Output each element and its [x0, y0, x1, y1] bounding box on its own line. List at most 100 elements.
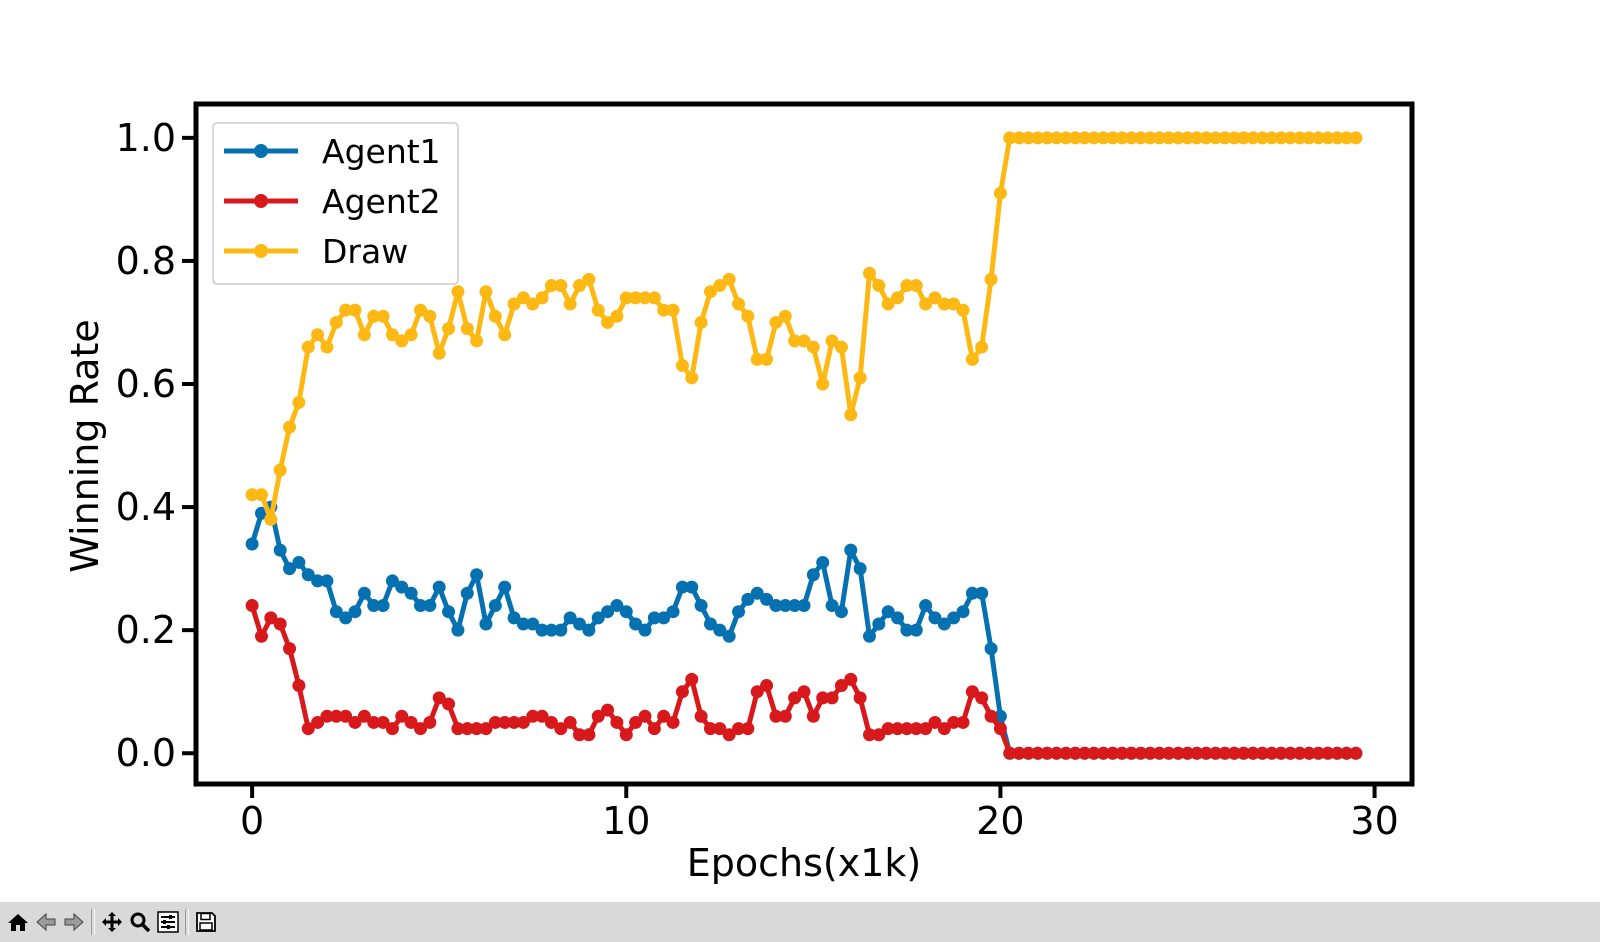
- data-point: [919, 722, 933, 736]
- data-point: [984, 272, 998, 286]
- data-point: [498, 715, 512, 729]
- data-point: [732, 605, 746, 619]
- data-point: [797, 599, 811, 613]
- data-point: [432, 691, 446, 705]
- data-point: [488, 309, 502, 323]
- data-point: [1162, 131, 1176, 145]
- data-point: [834, 340, 848, 354]
- data-point: [442, 322, 456, 336]
- data-point: [1003, 746, 1017, 760]
- data-point: [1199, 746, 1213, 760]
- data-point: [301, 568, 315, 582]
- data-point: [1237, 131, 1251, 145]
- data-point: [367, 715, 381, 729]
- data-point: [881, 722, 895, 736]
- data-point: [769, 315, 783, 329]
- data-point: [891, 611, 905, 625]
- zoom-button[interactable]: [126, 908, 154, 936]
- data-point: [956, 715, 970, 729]
- data-point: [1106, 131, 1120, 145]
- data-point: [357, 586, 371, 600]
- data-point: [507, 611, 521, 625]
- home-button[interactable]: [4, 908, 32, 936]
- data-point: [1068, 746, 1082, 760]
- data-point: [732, 722, 746, 736]
- data-point: [619, 728, 633, 742]
- x-tick-label: 10: [602, 799, 650, 843]
- data-point: [769, 599, 783, 613]
- data-point: [1078, 746, 1092, 760]
- legend-entry-agent1: Agent1: [224, 132, 441, 171]
- data-point: [301, 340, 315, 354]
- data-point: [507, 715, 521, 729]
- data-point: [741, 592, 755, 606]
- data-point: [1003, 131, 1017, 145]
- data-point: [1330, 131, 1344, 145]
- data-point: [694, 599, 708, 613]
- data-point: [591, 303, 605, 317]
- data-point: [470, 334, 484, 348]
- data-point: [834, 605, 848, 619]
- data-point: [1031, 746, 1045, 760]
- data-point: [872, 617, 886, 631]
- data-point: [339, 709, 353, 723]
- data-point: [760, 352, 774, 366]
- configure-subplots-button[interactable]: [154, 908, 182, 936]
- data-point: [647, 291, 661, 305]
- pan-move-icon: [101, 911, 123, 933]
- data-point: [1283, 746, 1297, 760]
- data-point: [919, 599, 933, 613]
- data-point: [573, 617, 587, 631]
- back-button[interactable]: [32, 908, 60, 936]
- data-point: [1096, 131, 1110, 145]
- series-layer: [245, 131, 1363, 760]
- data-point: [451, 722, 465, 736]
- data-point: [516, 617, 530, 631]
- data-point: [1068, 131, 1082, 145]
- data-point: [1162, 746, 1176, 760]
- data-point: [348, 715, 362, 729]
- forward-button[interactable]: [60, 908, 88, 936]
- data-point: [470, 568, 484, 582]
- data-point: [348, 303, 362, 317]
- data-point: [1340, 131, 1354, 145]
- data-point: [451, 623, 465, 637]
- data-point: [722, 629, 736, 643]
- data-point: [619, 605, 633, 619]
- legend: Agent1 Agent2 Draw: [212, 122, 459, 285]
- save-button[interactable]: [192, 908, 220, 936]
- data-point: [900, 623, 914, 637]
- pan-button[interactable]: [98, 908, 126, 936]
- data-point: [526, 617, 540, 631]
- y-axis-label: Winning Rate: [63, 319, 107, 572]
- data-point: [1171, 131, 1185, 145]
- data-point: [1078, 131, 1092, 145]
- data-point: [610, 715, 624, 729]
- data-point: [1218, 131, 1232, 145]
- legend-marker: [254, 194, 268, 208]
- data-point: [573, 728, 587, 742]
- legend-entries: Agent1 Agent2 Draw: [224, 132, 441, 271]
- data-point: [460, 722, 474, 736]
- y-tick-label: 0.0: [116, 731, 176, 775]
- data-point: [413, 722, 427, 736]
- data-point: [778, 709, 792, 723]
- data-point: [479, 722, 493, 736]
- legend-marker: [254, 244, 268, 258]
- data-point: [685, 371, 699, 385]
- data-point: [619, 291, 633, 305]
- data-point: [722, 272, 736, 286]
- data-point: [245, 488, 259, 502]
- data-point: [937, 722, 951, 736]
- data-point: [685, 672, 699, 686]
- data-point: [1143, 131, 1157, 145]
- data-point: [788, 599, 802, 613]
- data-point: [993, 186, 1007, 200]
- data-point: [1087, 131, 1101, 145]
- data-point: [1124, 131, 1138, 145]
- data-point: [1265, 131, 1279, 145]
- data-point: [919, 297, 933, 311]
- data-point: [1293, 131, 1307, 145]
- data-point: [1209, 746, 1223, 760]
- data-point: [1181, 746, 1195, 760]
